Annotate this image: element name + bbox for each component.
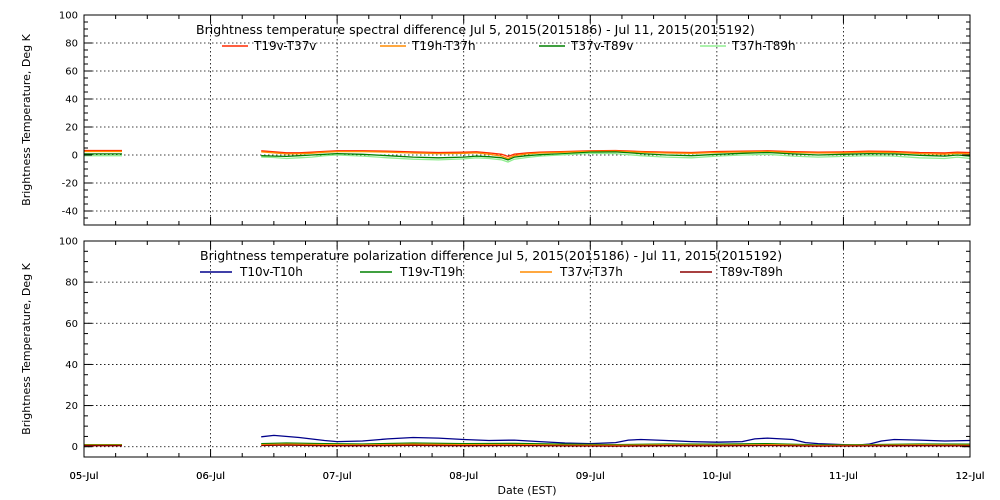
series-line-T37h-T89h (84, 152, 971, 163)
x-tick-label: 08-Jul (449, 471, 478, 482)
legend-label: T19v-T37v (253, 39, 316, 53)
chart-title: Brightness temperature spectral differen… (196, 22, 755, 37)
x-tick-label: 12-Jul (956, 471, 985, 482)
legend-label: T89v-T89h (719, 265, 783, 279)
series-line-T89v-T89h (84, 444, 971, 447)
legend-label: T19h-T37h (411, 39, 476, 53)
y-tick-label: 40 (65, 95, 78, 106)
plot-frame (83, 14, 971, 226)
x-tick-label: 05-Jul (70, 471, 99, 482)
y-tick-label: 100 (59, 237, 78, 248)
y-tick-label: -40 (62, 207, 78, 218)
y-tick-label: -20 (62, 179, 78, 190)
x-tick-label: 10-Jul (702, 471, 731, 482)
x-tick-label: 09-Jul (576, 471, 605, 482)
y-tick-label: 80 (65, 39, 78, 50)
y-tick-label: 0 (72, 442, 78, 453)
legend-label: T37h-T89h (731, 39, 796, 53)
y-tick-label: 40 (65, 360, 78, 371)
x-tick-label: 10-Jul (702, 471, 731, 482)
x-tick-label: 12-Jul (956, 471, 985, 482)
y-tick-label: 80 (65, 278, 78, 289)
series-line-T19h-T37h (84, 150, 971, 160)
x-tick-label: 07-Jul (323, 471, 352, 482)
y-tick-label: 20 (65, 401, 78, 412)
y-tick-label: 100 (59, 11, 78, 22)
x-axis-label: Date (EST) (497, 484, 556, 497)
legend-label: T19v-T19h (399, 265, 463, 279)
x-tick-label: 05-Jul (70, 471, 99, 482)
x-tick-label: 06-Jul (196, 471, 225, 482)
x-tick-label: 11-Jul (829, 471, 858, 482)
chart-title: Brightness temperature polarization diff… (200, 248, 782, 263)
series-line-T19v-T37v (84, 149, 971, 158)
y-axis-label: Brightness Temperature, Deg K (20, 33, 33, 205)
y-tick-label: 60 (65, 319, 78, 330)
legend-label: T10v-T10h (239, 265, 303, 279)
y-tick-label: 0 (72, 151, 78, 162)
series-line-T37v-T89v (84, 151, 971, 161)
y-axis-label: Brightness Temperature, Deg K (20, 262, 33, 434)
chart-panel-1: -40 -20 0 20 40 60 80 100 05-Jul 06-Jul 07-Jul 08-J… (20, 11, 984, 483)
plot-frame (83, 240, 971, 458)
x-tick-label: 07-Jul (323, 471, 352, 482)
y-tick-label: 20 (65, 123, 78, 134)
x-tick-label: 09-Jul (576, 471, 605, 482)
x-tick-label: 06-Jul (196, 471, 225, 482)
legend-label: T37v-T37h (559, 265, 623, 279)
chart-panel-2: 0 20 40 60 80 100 05-Jul 06-Jul 07-Jul 08-Jul 09-J… (20, 237, 984, 498)
x-tick-label: 08-Jul (449, 471, 478, 482)
y-tick-label: 60 (65, 67, 78, 78)
x-tick-label: 11-Jul (829, 471, 858, 482)
legend-label: T37v-T89v (570, 39, 633, 53)
